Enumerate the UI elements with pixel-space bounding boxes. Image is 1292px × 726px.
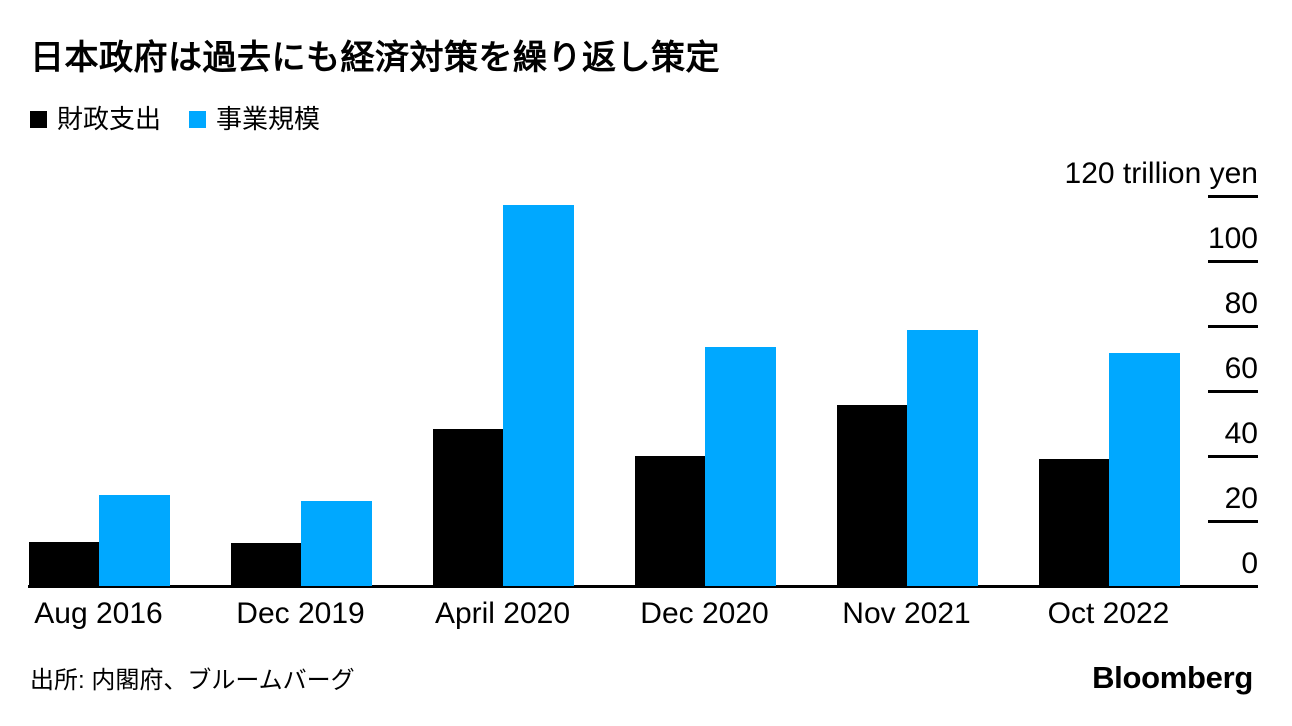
x-axis-label-april-2020: April 2020 bbox=[434, 597, 571, 630]
legend-item-fiscal-spending: 財政支出 bbox=[30, 106, 161, 132]
legend-item-project-scale: 事業規模 bbox=[189, 106, 320, 132]
bar-fiscal-spending-aug-2016 bbox=[28, 542, 99, 586]
bar-project-scale-oct-2022 bbox=[1108, 353, 1180, 586]
bar-fiscal-spending-nov-2021 bbox=[836, 405, 907, 586]
y-axis-tick-40 bbox=[1208, 455, 1258, 458]
x-axis-label-dec-2019: Dec 2019 bbox=[236, 597, 365, 630]
x-axis-line bbox=[28, 585, 1258, 588]
bar-project-scale-nov-2021 bbox=[906, 330, 978, 586]
x-axis-label-aug-2016: Aug 2016 bbox=[34, 597, 163, 630]
chart-title: 日本政府は過去にも経済対策を繰り返し策定 bbox=[30, 39, 720, 77]
bar-project-scale-dec-2019 bbox=[300, 501, 372, 586]
legend-swatch-blue bbox=[189, 110, 207, 128]
legend-swatch-black bbox=[30, 110, 47, 128]
legend: 財政支出 事業規模 bbox=[30, 106, 320, 132]
bar-project-scale-aug-2016 bbox=[98, 495, 170, 586]
y-axis-label-20: 20 bbox=[1224, 482, 1258, 515]
legend-label-fiscal-spending: 財政支出 bbox=[57, 104, 162, 134]
y-axis-label-80: 80 bbox=[1224, 287, 1258, 320]
y-axis-label-60: 60 bbox=[1224, 352, 1258, 385]
y-axis-tick-80 bbox=[1208, 325, 1258, 328]
x-axis-label-dec-2020: Dec 2020 bbox=[640, 597, 769, 630]
bar-fiscal-spending-april-2020 bbox=[432, 429, 503, 586]
source-note: 出所: 内閣府、ブルームバーグ bbox=[30, 667, 355, 694]
y-axis-tick-20 bbox=[1208, 520, 1258, 523]
y-axis-label-120: 120 trillion yen bbox=[1064, 157, 1258, 190]
y-axis-tick-100 bbox=[1208, 260, 1258, 263]
y-axis-label-40: 40 bbox=[1224, 417, 1258, 450]
bloomberg-logo: Bloomberg bbox=[1092, 660, 1253, 695]
bar-fiscal-spending-dec-2019 bbox=[230, 543, 301, 586]
x-axis-label-nov-2021: Nov 2021 bbox=[842, 597, 971, 630]
legend-label-project-scale: 事業規模 bbox=[216, 104, 321, 134]
bar-fiscal-spending-dec-2020 bbox=[634, 456, 705, 586]
x-axis-label-oct-2022: Oct 2022 bbox=[1047, 597, 1170, 630]
y-axis-label-0: 0 bbox=[1241, 547, 1258, 580]
bar-project-scale-dec-2020 bbox=[704, 347, 776, 586]
bar-project-scale-april-2020 bbox=[502, 205, 574, 586]
y-axis-label-100: 100 bbox=[1207, 222, 1258, 255]
bar-fiscal-spending-oct-2022 bbox=[1038, 459, 1109, 586]
y-axis-tick-120 bbox=[1208, 195, 1258, 198]
y-axis-tick-60 bbox=[1208, 390, 1258, 393]
